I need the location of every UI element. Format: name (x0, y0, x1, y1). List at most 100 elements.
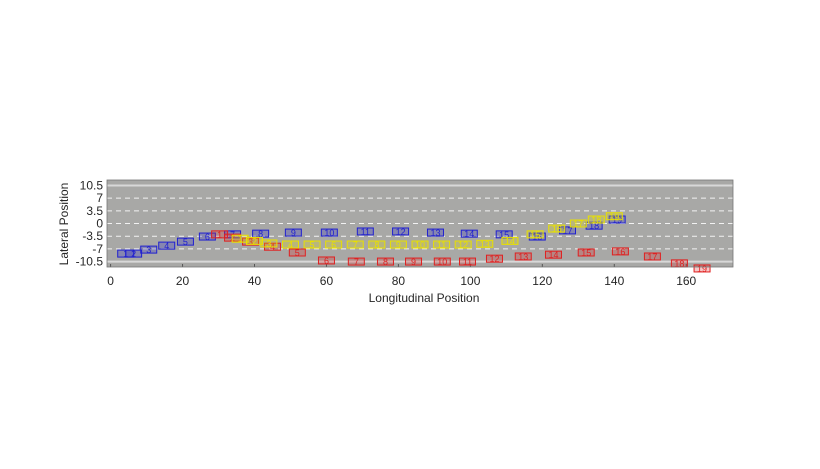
y-tick-label: -10.5 (76, 255, 104, 269)
vehicle-box (246, 236, 264, 245)
vehicle-box (176, 237, 194, 246)
plot-border (106, 179, 734, 268)
vehicle-box (368, 240, 386, 249)
x-tick-label: 20 (176, 274, 190, 288)
vehicle-box (317, 256, 335, 265)
vehicle-box (433, 240, 451, 249)
vehicle-box (376, 257, 394, 266)
point-label: 17 (562, 226, 572, 236)
point-label: 17 (647, 252, 657, 262)
point-label: 13 (430, 228, 440, 238)
vehicle-box (288, 248, 306, 257)
vehicle-box (587, 215, 605, 224)
vehicle-box (231, 234, 249, 243)
y-tick-label: -3.5 (82, 229, 103, 243)
point-label: 13 (518, 252, 528, 262)
vehicle-box (242, 237, 260, 246)
vehicle-box (460, 229, 478, 238)
point-label: 13 (480, 239, 490, 249)
point-label: 3 (248, 237, 253, 247)
point-label: 5 (310, 240, 315, 250)
point-label: 9 (396, 240, 401, 250)
vehicle-box (320, 228, 338, 237)
vehicle-box (528, 232, 546, 241)
x-tick-label: 120 (532, 274, 552, 288)
point-label: 18 (591, 215, 601, 225)
vehicle-box (140, 245, 158, 254)
x-tick-label: 60 (320, 274, 334, 288)
point-label: 8 (258, 229, 263, 239)
vehicle-box (485, 254, 503, 263)
y-tick-label: 3.5 (86, 204, 103, 218)
point-label: 15 (581, 248, 591, 258)
point-label: 18 (589, 221, 599, 231)
vehicle-box (514, 252, 532, 261)
vehicle-box (559, 226, 577, 235)
vehicle-box (569, 219, 587, 228)
point-label: 19 (697, 264, 707, 274)
point-label: 6 (205, 232, 210, 242)
point-label: 11 (437, 240, 446, 250)
point-label: 1 (217, 230, 222, 240)
vehicle-box (426, 228, 444, 237)
point-label: 16 (532, 232, 542, 242)
point-label: 14 (548, 250, 558, 260)
point-label: 7 (354, 257, 359, 267)
vehicle-box (476, 239, 494, 248)
vehicle-box (577, 248, 595, 257)
point-label: 16 (615, 247, 625, 257)
y-tick-label: 10.5 (80, 178, 104, 192)
point-label: 12 (396, 227, 406, 237)
point-label: 7 (353, 240, 358, 250)
point-label: 3 (266, 239, 271, 249)
vehicle-box (605, 212, 623, 221)
point-label: 12 (458, 240, 468, 250)
point-label: 3 (146, 245, 151, 255)
point-label: 10 (437, 257, 447, 267)
point-label: 12 (489, 254, 499, 264)
vehicle-box (526, 230, 544, 239)
point-label: 16 (552, 224, 562, 234)
y-tick-label: 0 (96, 217, 103, 231)
x-tick-label: 0 (107, 274, 114, 288)
point-label: 8 (383, 257, 388, 267)
vehicle-box (405, 257, 423, 266)
x-axis-label: Longitudinal Position (369, 291, 480, 305)
vehicle-box (389, 240, 407, 249)
point-label: 18 (674, 259, 684, 269)
point-label: 1 (238, 234, 243, 244)
vehicle-box (411, 240, 429, 249)
y-axis-label: Lateral Position (57, 183, 71, 266)
y-tick-label: 7 (96, 191, 103, 205)
x-tick-label: 140 (604, 274, 624, 288)
point-label: 10 (415, 240, 425, 250)
point-label: 2 (252, 236, 257, 246)
vehicle-box (611, 247, 629, 256)
vehicle-box (325, 240, 343, 249)
point-label: 11 (361, 227, 370, 237)
vehicle-box (346, 240, 364, 249)
x-tick-label: 40 (248, 274, 262, 288)
point-label: 4 (288, 240, 293, 250)
point-label: 15 (530, 230, 540, 240)
y-tick-label: -7 (92, 242, 103, 256)
point-label: 19 (609, 212, 619, 222)
point-label: 6 (324, 256, 329, 266)
point-label: 6 (331, 240, 336, 250)
vehicle-box (158, 241, 176, 250)
point-label: 5 (295, 248, 300, 258)
x-tick-label: 160 (676, 274, 696, 288)
point-label: 17 (573, 219, 583, 229)
vehicle-box (260, 239, 278, 248)
vehicle-box (458, 257, 476, 266)
vehicle-box (281, 240, 299, 249)
vehicle-box (548, 224, 566, 233)
vehicle-box (454, 240, 472, 249)
point-label: 8 (374, 240, 379, 250)
point-label: 15 (499, 230, 509, 240)
vehicle-box (433, 257, 451, 266)
vehicle-box (284, 228, 302, 237)
vehicle-box (347, 257, 365, 266)
vehicle-box (544, 250, 562, 259)
